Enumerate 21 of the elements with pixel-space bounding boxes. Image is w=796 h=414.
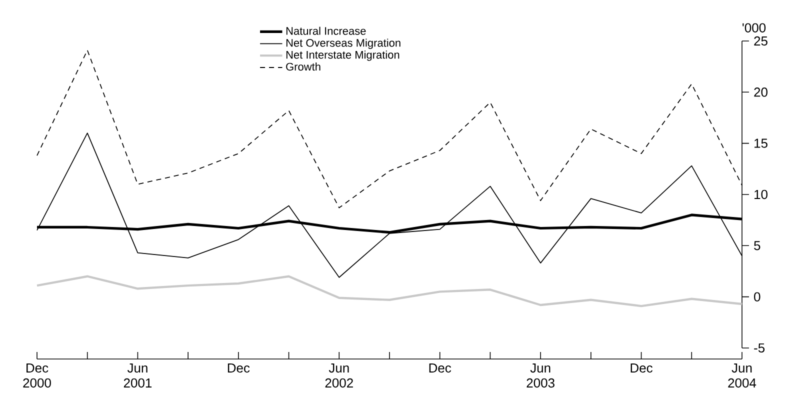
y-tick-label: 25 — [754, 36, 768, 46]
legend-label: Natural Increase — [286, 26, 366, 35]
line-series — [36, 275, 744, 308]
x-tick-label: Jun 2004 — [728, 364, 756, 388]
y-tick-label: 15 — [754, 138, 768, 148]
x-tick-label: Jun 2002 — [325, 364, 353, 388]
y-tick-label: 5 — [754, 241, 760, 250]
y-axis-title: '000 — [742, 23, 766, 32]
y-tick-label: 20 — [754, 88, 768, 97]
x-tick-label: Dec 2000 — [23, 364, 51, 388]
y-tick-label: -5 — [754, 343, 765, 353]
y-tick-label: 0 — [754, 292, 760, 302]
legend-label: Net Overseas Migration — [286, 38, 400, 49]
x-tick-label: Dec — [630, 364, 652, 373]
y-tick-label: 10 — [754, 190, 768, 200]
x-tick-label: Jun 2001 — [124, 364, 152, 388]
x-tick-label: Jun 2003 — [526, 364, 554, 388]
x-tick-label: Dec — [429, 364, 452, 373]
legend-label: Growth — [286, 62, 320, 71]
legend-label: Net Interstate Migration — [286, 50, 400, 61]
x-tick-label: Dec — [228, 364, 250, 373]
